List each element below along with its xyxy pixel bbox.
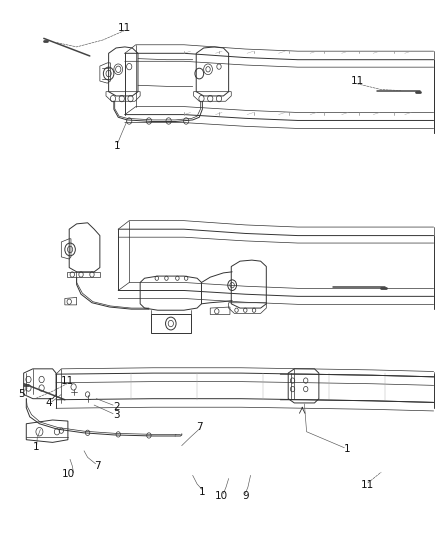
Text: 11: 11 [118,23,131,33]
Text: 4: 4 [46,399,53,408]
Text: 9: 9 [242,491,249,500]
Text: 5: 5 [18,390,25,399]
Text: 11: 11 [350,76,364,86]
Text: 1: 1 [32,442,39,451]
Text: 7: 7 [94,461,101,471]
Text: 1: 1 [343,445,350,454]
Text: 1: 1 [114,141,121,151]
Text: 1: 1 [199,487,206,497]
Text: 11: 11 [61,376,74,386]
Text: 11: 11 [361,480,374,490]
Text: 7: 7 [196,422,203,432]
Text: 10: 10 [61,470,74,479]
Text: 10: 10 [215,491,228,500]
Text: 3: 3 [113,410,120,420]
Text: 2: 2 [113,402,120,411]
